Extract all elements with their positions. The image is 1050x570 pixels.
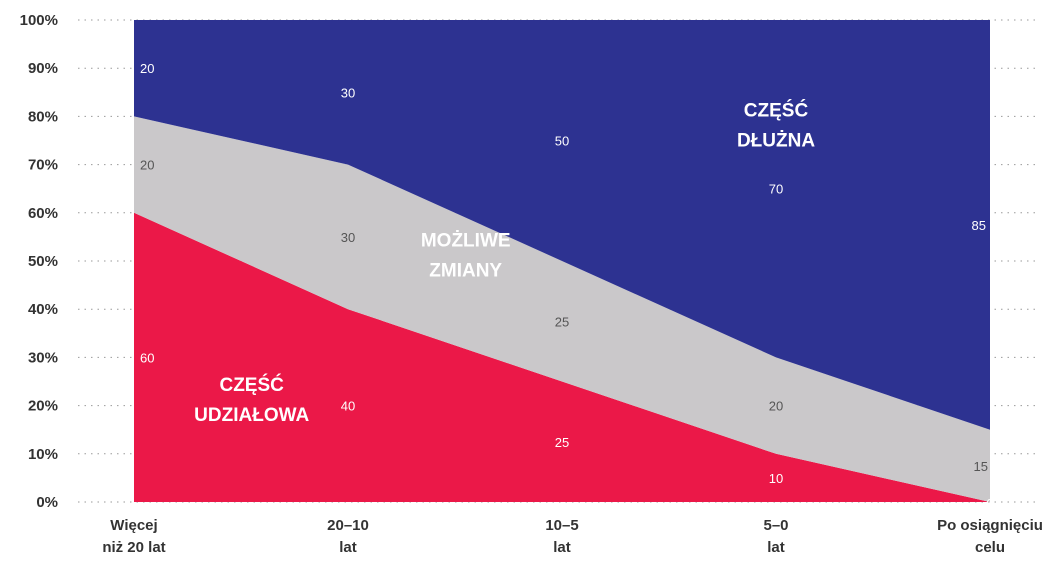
data-label-changes: 20 xyxy=(140,158,154,173)
region-label-debt: CZĘŚĆ DŁUŻNA xyxy=(737,99,815,151)
x-tick-label: Więcej niż 20 lat xyxy=(102,517,165,556)
region-labels: CZĘŚĆ UDZIAŁOWA MOŻLIWE ZMIANY CZĘŚĆ DŁUŻNA xyxy=(194,99,815,426)
x-tick-label: 20–10 lat xyxy=(327,517,369,556)
data-label-debt: 70 xyxy=(769,182,783,197)
area-equity xyxy=(134,212,990,503)
data-label-changes: 15 xyxy=(974,459,988,474)
y-tick-label: 60% xyxy=(28,205,58,222)
data-label-equity: 25 xyxy=(555,435,569,450)
data-labels: 60 40 25 10 0 20 30 25 20 15 20 30 50 70 85 xyxy=(140,61,994,511)
y-tick-label: 30% xyxy=(28,349,58,366)
region-label-changes: MOŻLIWE ZMIANY xyxy=(421,231,511,282)
y-tick-label: 0% xyxy=(36,494,58,511)
data-label-debt: 85 xyxy=(972,218,986,233)
y-tick-label: 50% xyxy=(28,253,58,270)
y-tick-label: 90% xyxy=(28,60,58,77)
y-tick-label: 20% xyxy=(28,398,58,415)
data-label-equity: 60 xyxy=(140,350,154,365)
x-axis-ticks: Więcej niż 20 lat 20–10 lat 10–5 lat 5–0 lat Po … xyxy=(102,517,1043,556)
x-tick-label: 5–0 lat xyxy=(763,517,788,556)
area-changes xyxy=(134,116,990,503)
data-label-changes: 30 xyxy=(341,230,355,245)
data-label-equity: 0 xyxy=(986,496,993,511)
x-tick-label: 10–5 lat xyxy=(545,517,578,556)
data-label-debt: 20 xyxy=(140,61,154,76)
y-tick-label: 70% xyxy=(28,157,58,174)
data-label-changes: 25 xyxy=(555,314,569,329)
data-label-equity: 10 xyxy=(769,471,783,486)
y-tick-label: 10% xyxy=(28,446,58,463)
area-debt xyxy=(134,20,990,430)
data-label-equity: 40 xyxy=(341,399,355,414)
data-label-changes: 20 xyxy=(769,399,783,414)
region-label-equity: CZĘŚĆ UDZIAŁOWA xyxy=(194,374,309,426)
y-tick-label: 40% xyxy=(28,301,58,318)
y-tick-label: 100% xyxy=(20,12,58,29)
area-series xyxy=(134,20,990,503)
data-label-debt: 50 xyxy=(555,134,569,149)
y-axis-ticks: 0% 10% 20% 30% 40% 50% 60% 70% 80% 90% 100% xyxy=(20,12,58,511)
x-tick-label: Po osiągnięciu celu xyxy=(937,517,1043,556)
y-tick-label: 80% xyxy=(28,108,58,125)
data-label-debt: 30 xyxy=(341,85,355,100)
